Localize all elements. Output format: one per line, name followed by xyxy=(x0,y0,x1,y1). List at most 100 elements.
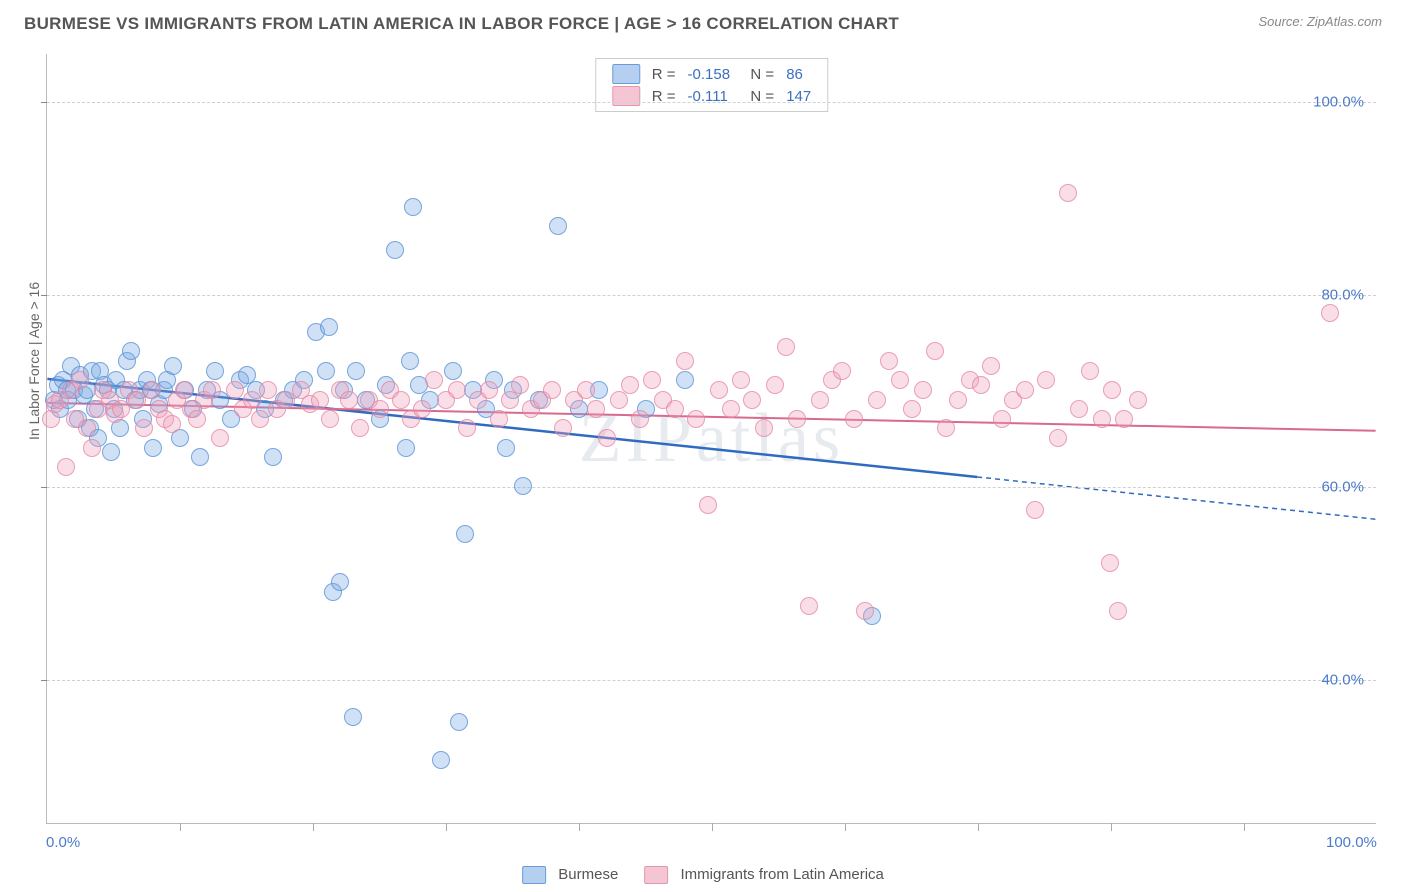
gridline-horizontal xyxy=(47,487,1376,488)
gridline-horizontal xyxy=(47,102,1376,103)
trendlines-svg xyxy=(47,54,1376,823)
data-point xyxy=(598,429,616,447)
data-point xyxy=(57,458,75,476)
data-point xyxy=(577,381,595,399)
data-point xyxy=(972,376,990,394)
data-point xyxy=(777,338,795,356)
data-point xyxy=(344,708,362,726)
y-axis-title: In Labor Force | Age > 16 xyxy=(26,282,42,440)
data-point xyxy=(710,381,728,399)
data-point xyxy=(1101,554,1119,572)
legend-item-series1: Burmese xyxy=(522,866,618,884)
data-point xyxy=(880,352,898,370)
r-label: R = xyxy=(646,63,682,85)
data-point xyxy=(732,371,750,389)
data-point xyxy=(1026,501,1044,519)
data-point xyxy=(102,443,120,461)
swatch-series1 xyxy=(612,64,640,84)
r-label: R = xyxy=(646,85,682,107)
data-point xyxy=(514,477,532,495)
data-point xyxy=(320,318,338,336)
data-point xyxy=(833,362,851,380)
data-point xyxy=(845,410,863,428)
data-point xyxy=(914,381,932,399)
data-point xyxy=(1129,391,1147,409)
data-point xyxy=(811,391,829,409)
data-point xyxy=(251,410,269,428)
data-point xyxy=(413,400,431,418)
data-point xyxy=(404,198,422,216)
data-point xyxy=(259,381,277,399)
data-point xyxy=(511,376,529,394)
data-point xyxy=(926,342,944,360)
data-point xyxy=(800,597,818,615)
r-value-series2: -0.111 xyxy=(682,85,737,107)
data-point xyxy=(112,400,130,418)
data-point xyxy=(903,400,921,418)
data-point xyxy=(83,439,101,457)
r-value-series1: -0.158 xyxy=(682,63,737,85)
data-point xyxy=(543,381,561,399)
data-point xyxy=(755,419,773,437)
correlation-legend: R = -0.158 N = 86 R = -0.111 N = 147 xyxy=(595,58,828,112)
data-point xyxy=(211,429,229,447)
data-point xyxy=(1070,400,1088,418)
data-point xyxy=(401,352,419,370)
data-point xyxy=(340,391,358,409)
watermark-text: ZIPatlas xyxy=(579,399,844,479)
data-point xyxy=(666,400,684,418)
data-point xyxy=(206,362,224,380)
data-point xyxy=(203,381,221,399)
data-point xyxy=(122,342,140,360)
data-point xyxy=(868,391,886,409)
data-point xyxy=(311,391,329,409)
source-attribution: Source: ZipAtlas.com xyxy=(1258,14,1382,29)
n-label: N = xyxy=(736,63,780,85)
data-point xyxy=(788,410,806,428)
data-point xyxy=(432,751,450,769)
data-point xyxy=(450,713,468,731)
data-point xyxy=(188,410,206,428)
data-point xyxy=(766,376,784,394)
legend-label-series1: Burmese xyxy=(558,866,618,883)
swatch-series1 xyxy=(522,866,546,884)
data-point xyxy=(937,419,955,437)
data-point xyxy=(371,400,389,418)
data-point xyxy=(1093,410,1111,428)
data-point xyxy=(676,352,694,370)
y-tick-label: 60.0% xyxy=(1321,479,1364,496)
n-label: N = xyxy=(736,85,780,107)
data-point xyxy=(164,357,182,375)
data-point xyxy=(1115,410,1133,428)
data-point xyxy=(699,496,717,514)
data-point xyxy=(144,439,162,457)
data-point xyxy=(243,391,261,409)
legend-row-series2: R = -0.111 N = 147 xyxy=(606,85,817,107)
swatch-series2 xyxy=(644,866,668,884)
data-point xyxy=(456,525,474,543)
data-point xyxy=(722,400,740,418)
data-point xyxy=(71,371,89,389)
y-tick-label: 40.0% xyxy=(1321,671,1364,688)
data-point xyxy=(264,448,282,466)
data-point xyxy=(392,391,410,409)
data-point xyxy=(993,410,1011,428)
data-point xyxy=(1059,184,1077,202)
chart-title: BURMESE VS IMMIGRANTS FROM LATIN AMERICA… xyxy=(24,14,899,34)
data-point xyxy=(175,381,193,399)
data-point xyxy=(163,415,181,433)
data-point xyxy=(331,573,349,591)
data-point xyxy=(444,362,462,380)
x-tick-label: 100.0% xyxy=(1326,834,1377,851)
data-point xyxy=(1321,304,1339,322)
data-point xyxy=(351,419,369,437)
data-point xyxy=(1016,381,1034,399)
data-point xyxy=(321,410,339,428)
data-point xyxy=(397,439,415,457)
x-tick-label: 0.0% xyxy=(46,834,80,851)
data-point xyxy=(1037,371,1055,389)
data-point xyxy=(743,391,761,409)
data-point xyxy=(1103,381,1121,399)
data-point xyxy=(949,391,967,409)
scatter-chart: ZIPatlas R = -0.158 N = 86 R = -0.111 N … xyxy=(46,54,1376,824)
